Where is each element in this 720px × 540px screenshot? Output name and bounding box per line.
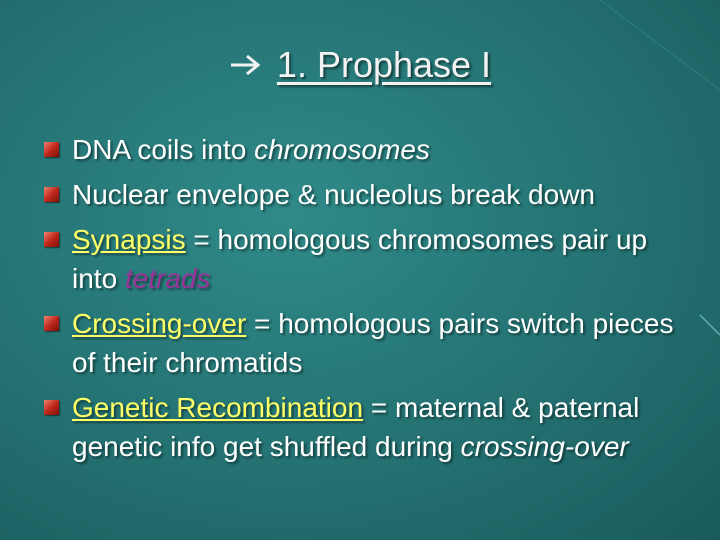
term: tetrads (124, 263, 211, 294)
bullet-marker (44, 400, 59, 415)
title-text: 1. Prophase I (276, 44, 492, 85)
title-wrap: 1. Prophase I (229, 44, 491, 86)
bullet: Nuclear envelope & nucleolus break down (44, 175, 682, 214)
term: Genetic Recombination (72, 392, 364, 423)
bullet-marker (44, 187, 59, 202)
bullet: DNA coils into chromosomes (44, 130, 682, 169)
bullet-marker (44, 316, 59, 331)
text: crossing-over (460, 431, 629, 462)
text: chromosomes (254, 134, 430, 165)
text: = homologous pairs switch pieces of thei… (72, 308, 674, 378)
bullet: Genetic Recombination = maternal & pater… (44, 388, 682, 466)
term: Synapsis (72, 224, 186, 255)
term: Crossing-over (72, 308, 247, 339)
bullet: Synapsis = homologous chromosomes pair u… (44, 220, 682, 298)
text: = maternal & paternal genetic info get s… (72, 392, 640, 462)
title: 1. Prophase I (0, 44, 720, 86)
arrow-icon (230, 54, 261, 76)
bullet-marker (44, 232, 59, 247)
text: = homologous chromosomes pair up into (72, 224, 648, 294)
bullet-list: DNA coils into chromosomes Nuclear envel… (44, 130, 682, 472)
text: Nuclear envelope & nucleolus break down (72, 179, 595, 210)
bullet: Crossing-over = homologous pairs switch … (44, 304, 682, 382)
text: DNA coils into (72, 134, 255, 165)
bullet-marker (44, 142, 59, 157)
